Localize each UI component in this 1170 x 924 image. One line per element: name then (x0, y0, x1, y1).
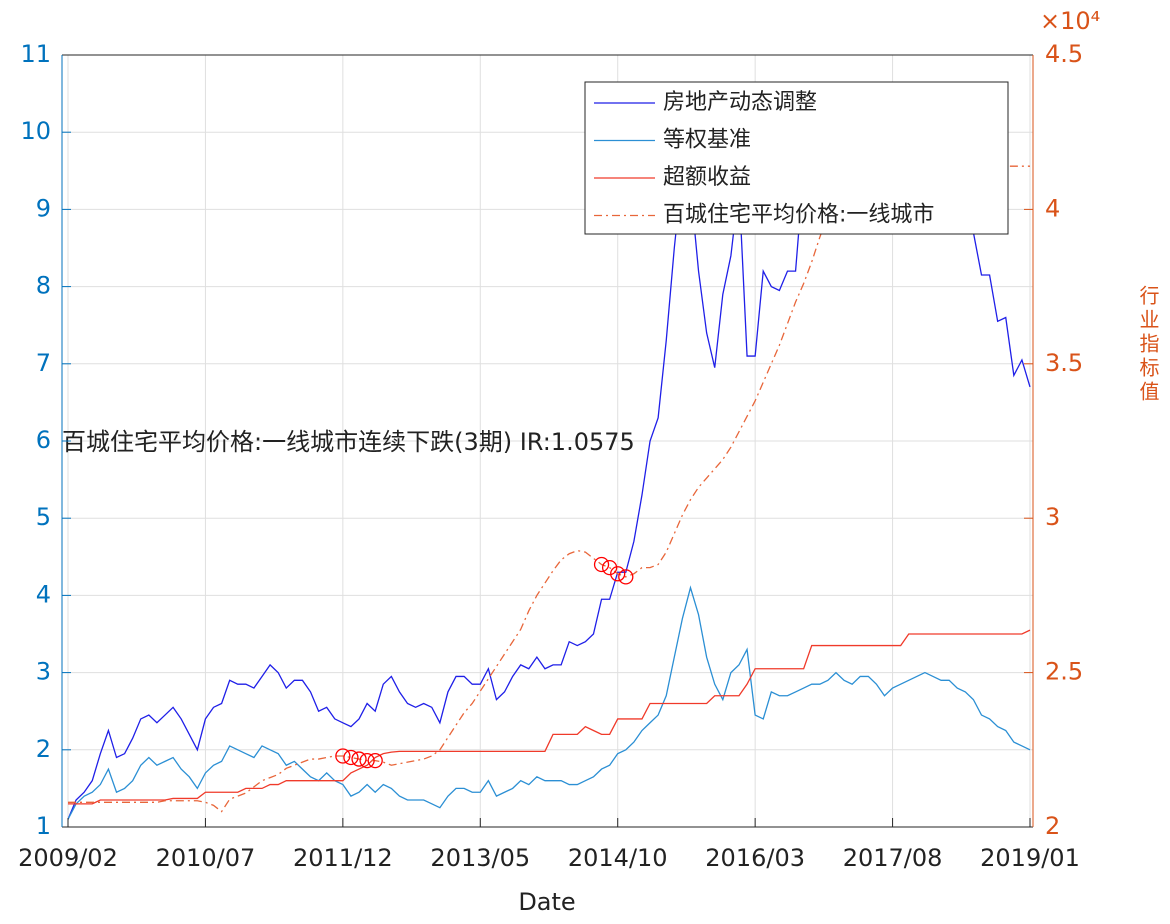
signal-marker (359, 752, 375, 769)
y2-axis-label: 行业指标值 (1136, 285, 1160, 405)
series-line (68, 629, 1031, 805)
y-tick-label: 7 (36, 349, 51, 377)
legend-label: 百城住宅平均价格:一线城市 (663, 203, 934, 228)
y2-exponent: ×10⁴ (1040, 7, 1100, 35)
annotation: 百城住宅平均价格:一线城市连续下跌(3期) IR:1.0575 (62, 428, 635, 456)
y-tick-label: 1 (36, 812, 51, 840)
x-tick-label: 2010/07 (156, 844, 256, 872)
y2-tick-label: 3 (1045, 503, 1060, 531)
y-tick-label: 10 (20, 117, 51, 145)
legend-box (584, 81, 1009, 235)
y-tick-label: 4 (36, 580, 51, 608)
y2-tick-label: 3.5 (1045, 349, 1083, 377)
x-tick-label: 2014/10 (568, 844, 668, 872)
y2-tick-label: 4.5 (1045, 40, 1083, 68)
y-tick-label: 6 (36, 426, 51, 454)
series-line (67, 585, 1031, 820)
x-tick-label: 2019/01 (980, 844, 1080, 872)
signal-marker (343, 749, 359, 766)
axes: 2009/02 2010/07 2011/12 2013/05 2014/10 2016/… (18, 40, 1083, 872)
legend-label: 房地产动态调整 (663, 90, 817, 115)
signal-marker (351, 751, 367, 767)
signal-marker (593, 556, 610, 573)
signal-marker (610, 566, 626, 582)
y-tick-label: 2 (36, 735, 51, 763)
legend-label: 超额收益 (663, 165, 751, 190)
y-tick-label: 8 (36, 272, 51, 300)
y-tick-label: 3 (36, 658, 51, 686)
x-tick-label: 2017/08 (843, 844, 943, 872)
y2-tick-label: 4 (1045, 194, 1060, 222)
signal-marker (601, 559, 618, 576)
x-tick-label: 2009/02 (18, 844, 118, 872)
y-tick-label: 9 (36, 194, 51, 222)
y-tick-label: 5 (36, 503, 51, 531)
signal-marker (335, 748, 351, 764)
y2-tick-label: 2.5 (1045, 658, 1083, 686)
legend-label: 等权基准 (663, 128, 751, 153)
x-tick-label: 2013/05 (430, 844, 530, 872)
y-tick-label: 11 (20, 40, 51, 68)
x-tick-label: 2011/12 (293, 844, 393, 872)
signal-marker (618, 569, 634, 585)
x-tick-label: 2016/03 (705, 844, 805, 872)
signal-marker (367, 752, 383, 769)
x-axis-label: Date (518, 888, 575, 916)
y2-tick-label: 2 (1045, 812, 1060, 840)
